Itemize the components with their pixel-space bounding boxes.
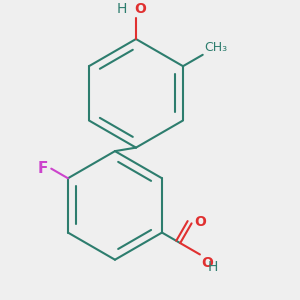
Text: O: O	[202, 256, 214, 270]
Text: O: O	[134, 2, 146, 16]
Text: F: F	[38, 161, 48, 176]
Text: O: O	[194, 214, 206, 229]
Text: CH₃: CH₃	[205, 41, 228, 54]
Text: H: H	[117, 2, 127, 16]
Text: H: H	[208, 260, 218, 274]
